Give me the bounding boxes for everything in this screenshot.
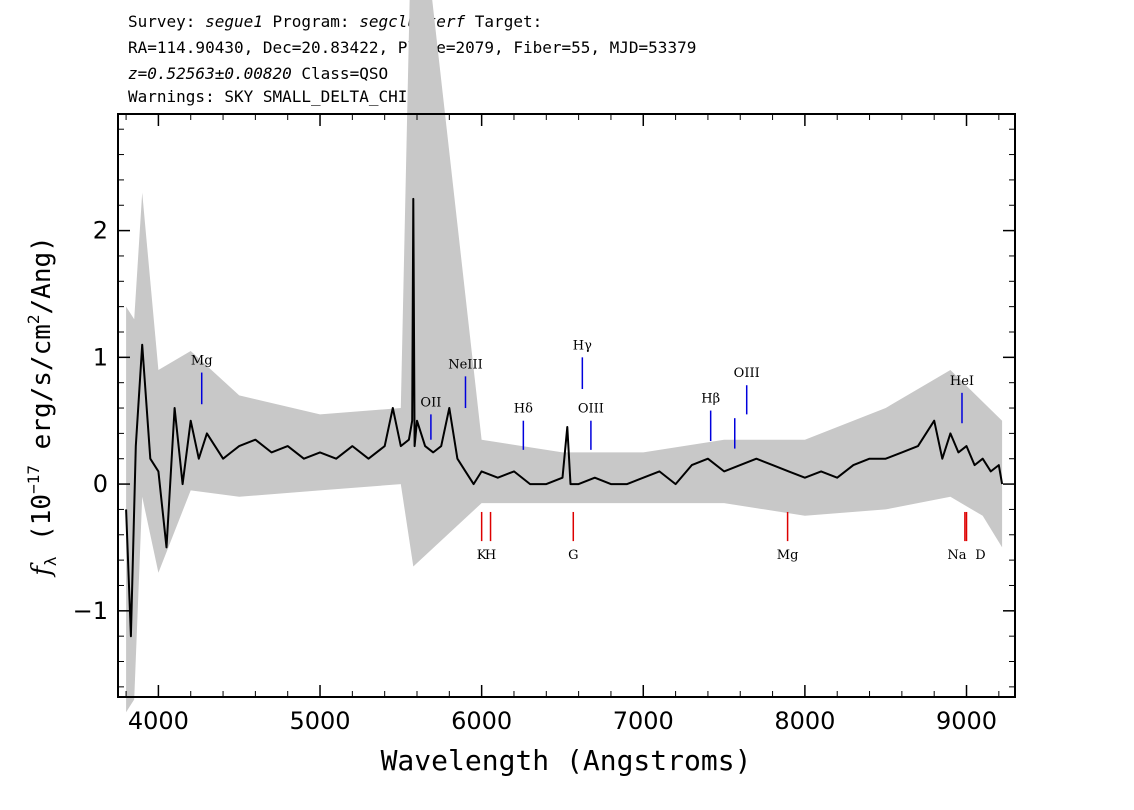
y-tick-label: −1	[73, 597, 108, 625]
survey-value: segue1	[205, 12, 263, 31]
absorption-line-label: K	[477, 548, 487, 563]
error-band-series	[126, 0, 1003, 713]
emission-line-label: OII	[420, 395, 441, 410]
y-tick-label: 1	[93, 343, 108, 371]
x-tick-label: 6000	[451, 707, 512, 735]
survey-label: Survey:	[128, 12, 206, 31]
flux-series	[125, 197, 1004, 638]
x-tick-label: 8000	[774, 707, 835, 735]
flux-line	[125, 197, 1004, 638]
absorption-line-label: D	[975, 548, 985, 563]
error-band	[126, 0, 1003, 713]
absorption-line-label: H	[485, 548, 496, 563]
emission-line-label: Hβ	[701, 392, 720, 407]
absorption-line-label: Na	[947, 548, 966, 563]
program-label: Program:	[262, 12, 360, 31]
x-tick-label: 9000	[936, 707, 997, 735]
y-tick-label: 0	[93, 470, 108, 498]
plot-frame	[117, 113, 1016, 698]
header-line-3: z=0.52563±0.00820 Class=QSO	[128, 64, 388, 84]
y-tick-label: 2	[93, 217, 108, 245]
line-markers: Mg OII NeIII Hδ Hγ OIII Hβ OIII HeI KH G Mg Na D	[191, 338, 986, 563]
emission-line-label: NeIII	[448, 357, 482, 372]
header-line-4: Warnings: SKY SMALL_DELTA_CHI2	[128, 87, 417, 106]
x-axis-label: Wavelength (Angstroms)	[381, 744, 752, 777]
emission-line-label: HeI	[950, 374, 974, 389]
class-value: Class=QSO	[291, 64, 389, 83]
x-tick-label: 5000	[289, 707, 350, 735]
emission-line-label: Hγ	[573, 338, 592, 353]
redshift-value: z=0.52563±0.00820	[128, 64, 292, 83]
x-tick-label: 7000	[613, 707, 674, 735]
y-axis-label: fλ (10−17 erg/s/cm2/Ang)	[24, 236, 60, 578]
axis-ticks: 4000 5000 6000 7000 8000 9000 −1 0 1 2	[73, 114, 1015, 735]
emission-line-label: Hδ	[514, 402, 533, 417]
absorption-line-label: Mg	[777, 548, 799, 563]
target-label: Target:	[465, 12, 543, 31]
x-tick-label: 4000	[128, 707, 189, 735]
emission-line-label: Mg	[191, 354, 213, 369]
absorption-line-label: G	[568, 548, 578, 563]
emission-line-label: OIII	[734, 366, 760, 381]
emission-line-label: OIII	[578, 402, 604, 417]
